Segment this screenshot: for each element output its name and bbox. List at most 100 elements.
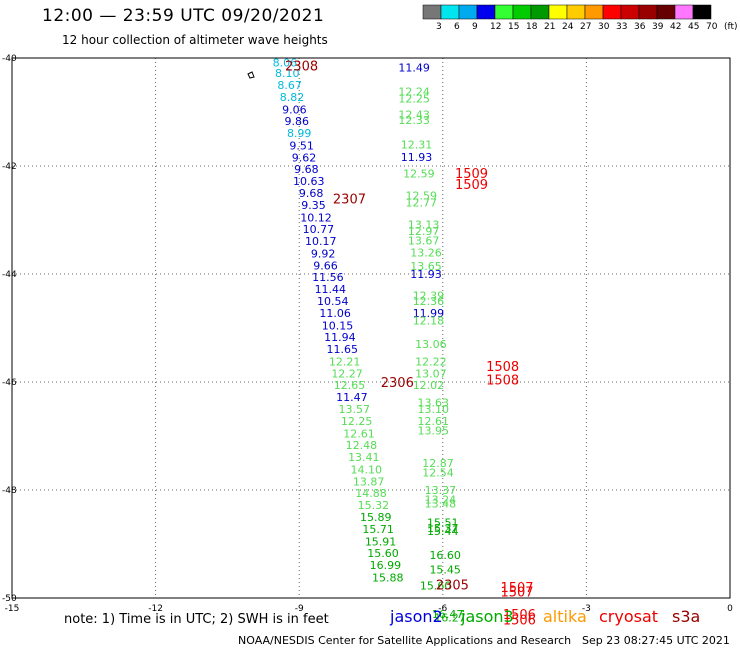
colorbar-label: 21: [544, 22, 556, 32]
colorbar-swatch: [440, 4, 460, 20]
swh-point: 15.88: [372, 571, 404, 584]
swh-point: 16.60: [429, 549, 461, 562]
swh-point: 13.63: [417, 397, 449, 410]
colorbar-swatch: [494, 4, 514, 20]
colorbar-swatch: [548, 4, 568, 20]
swh-point: 10.77: [303, 223, 335, 236]
time-label: 2308: [285, 60, 318, 75]
swh-point: 10.15: [322, 319, 354, 332]
swh-point: 15.51: [427, 516, 459, 529]
swh-point: 9.92: [311, 247, 336, 260]
x-tick-label: -6: [438, 604, 447, 614]
colorbar-swatch: [674, 4, 694, 20]
swh-point: 15.60: [420, 580, 452, 593]
swh-point: 9.66: [313, 259, 338, 272]
colorbar-swatch: [530, 4, 550, 20]
swh-point: 10.17: [305, 235, 337, 248]
y-tick-label: -48: [2, 486, 17, 496]
swh-point: 13.13: [408, 218, 440, 231]
swh-point: 13.48: [425, 498, 457, 511]
satellite-legend-jason2: jason2: [390, 607, 443, 626]
swh-point: 13.26: [410, 246, 442, 259]
y-tick-labels: -50 -48 -46 -44 -42 -40: [2, 54, 17, 604]
time-label: 1509: [455, 178, 488, 193]
colorbar-swatch: [422, 4, 442, 20]
swh-point: 12.39: [413, 290, 445, 303]
swh-point: 12.65: [334, 379, 366, 392]
swh-point: 12.77: [406, 197, 438, 210]
time-label: 1507: [500, 586, 533, 601]
x-tick-label: 0: [727, 604, 733, 614]
swh-point: 11.65: [327, 343, 359, 356]
page-title: 12:00 — 23:59 UTC 09/20/2021: [42, 6, 325, 26]
time-label: 1508: [486, 373, 519, 388]
swh-point: 12.36: [413, 295, 445, 308]
swh-point: 11.56: [312, 271, 344, 284]
time-label: 1508: [486, 360, 519, 375]
swh-point: 9.86: [285, 115, 310, 128]
swh-point: 15.32: [358, 499, 390, 512]
swh-point: 12.97: [408, 225, 440, 238]
colorbar-swatch: [584, 4, 604, 20]
swh-point: 9.68: [299, 187, 324, 200]
swh-point: 15.60: [367, 547, 399, 560]
time-label: 2307: [333, 192, 366, 207]
swh-point: 12.87: [422, 457, 454, 470]
swh-point: 12.02: [413, 379, 445, 392]
swh-point: 12.21: [329, 355, 361, 368]
swh-point: 9.35: [301, 199, 326, 212]
swh-point: 13.87: [353, 475, 385, 488]
colorbar-swatch: [566, 4, 586, 20]
colorbar-swatch: [692, 4, 712, 20]
island-marker: [247, 71, 255, 79]
swh-point: 16.99: [370, 559, 402, 572]
page-subtitle: 12 hour collection of altimeter wave hei…: [62, 33, 328, 47]
time-label: 1509: [455, 167, 488, 182]
swh-point: 15.45: [429, 563, 461, 576]
colorbar-label: 45: [688, 22, 700, 32]
x-tick-label: -15: [5, 604, 20, 614]
swh-point: 9.51: [289, 139, 314, 152]
y-tick-label: -50: [2, 594, 17, 604]
colorbar-swatch: [458, 4, 478, 20]
swh-point: 9.68: [294, 163, 319, 176]
swh-point: 16.27: [434, 611, 466, 624]
colorbar-label: 39: [652, 22, 664, 32]
time-label: 2306: [381, 376, 414, 391]
colorbar-swatch: [620, 4, 640, 20]
swh-point: 8.82: [280, 91, 305, 104]
swh-point: 8.10: [275, 67, 300, 80]
swh-point: 13.06: [415, 338, 447, 351]
x-tick-labels: -15 -12 -9 -6 -3 0: [5, 604, 733, 614]
swh-point: 15.91: [365, 535, 397, 548]
colorbar-swatch: [602, 4, 622, 20]
colorbar-swatch: [638, 4, 658, 20]
colorbar-label: 6: [454, 22, 460, 32]
swh-point: 12.24: [398, 85, 430, 98]
swh-point: 15.37: [427, 522, 459, 535]
colorbar-swatch: [512, 4, 532, 20]
swh-point: 13.07: [415, 367, 447, 380]
swh-point: 9.06: [282, 103, 307, 116]
swh-point: 13.67: [408, 235, 440, 248]
colorbar-swatch: [476, 4, 496, 20]
swh-point: 8.67: [277, 79, 302, 92]
swh-point: 12.54: [422, 467, 454, 480]
x-tick-label: -3: [582, 604, 591, 614]
swh-point: 11.49: [398, 62, 430, 75]
y-tick-label: -46: [2, 378, 17, 388]
swh-points: 8.068.108.678.829.069.868.999.519.629.68…: [273, 56, 466, 624]
swh-point: 12.61: [417, 415, 449, 428]
swh-point: 13.37: [425, 484, 457, 497]
swh-point: 10.12: [300, 211, 332, 224]
satellite-legend-s3a: s3a: [672, 607, 701, 626]
colorbar-label: 9: [472, 22, 478, 32]
time-label: 1507: [500, 581, 533, 596]
swh-point: 14.10: [350, 463, 382, 476]
swh-point: 8.06: [273, 56, 298, 69]
y-tick-label: -44: [2, 270, 17, 280]
swh-point: 12.48: [346, 439, 378, 452]
swh-point: 13.24: [425, 494, 457, 507]
colorbar-label: 3: [436, 22, 442, 32]
swh-point: 12.43: [398, 109, 430, 122]
